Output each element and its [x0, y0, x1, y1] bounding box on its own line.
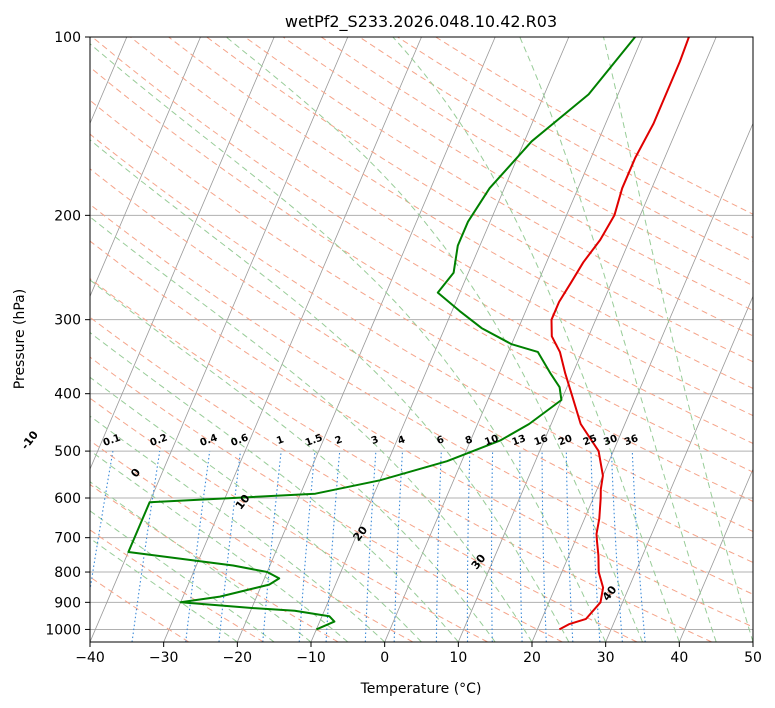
mixing-ratio-line	[631, 451, 646, 642]
moist-adiabat-line	[90, 481, 312, 642]
x-axis-label: Temperature (°C)	[360, 681, 482, 697]
plot-frame	[89, 36, 754, 643]
y-axis-label: Pressure (hPa)	[12, 289, 28, 389]
y-tick-label: 100	[54, 30, 81, 46]
dry-adiabat-line	[90, 483, 339, 642]
x-tick-label: 10	[449, 650, 467, 666]
mixing-ratio-line	[185, 451, 211, 642]
temperature-profile-line	[550, 37, 690, 631]
x-axis: −40 −30 −20 −10 0 10 20 30 40 50	[75, 642, 762, 666]
dry-adiabat-line	[130, 37, 753, 417]
y-tick-label: 700	[54, 531, 81, 547]
moist-adiabat-line	[225, 37, 643, 642]
isotherm-line	[678, 468, 753, 642]
dry-adiabat-line	[90, 240, 753, 628]
dry-adiabat-label: -10	[18, 428, 41, 452]
dry-adiabat-line	[90, 203, 753, 595]
profile-lines	[127, 37, 690, 631]
y-tick-label: 1000	[45, 622, 81, 638]
mixing-ratio-line	[90, 451, 114, 594]
y-tick-label: 400	[54, 387, 81, 403]
isotherm-line	[90, 37, 201, 298]
mixing-ratio-label: 20	[557, 433, 574, 448]
moist-adiabat-line	[90, 139, 570, 642]
mixing-ratio-label: 25	[582, 433, 599, 448]
chart-title: wetPf2_S233.2026.048.10.42.R03	[285, 12, 557, 32]
isotherm-line	[384, 37, 643, 642]
mixing-ratio-label: 16	[533, 433, 550, 448]
moist-adiabat-line	[519, 37, 717, 642]
dry-adiabat-line	[90, 356, 563, 642]
mixing-ratio-line	[262, 451, 282, 642]
isotherm-line	[531, 122, 753, 642]
moist-adiabat-line	[90, 331, 459, 642]
dry-adiabat-line	[90, 168, 753, 563]
mixing-ratio-label: 13	[511, 433, 528, 448]
isotherm-line	[457, 37, 717, 642]
x-tick-label: −10	[296, 650, 326, 666]
moist-adiabat-line	[90, 537, 238, 642]
isotherm-line	[752, 640, 753, 642]
mixing-ratio-label: 2	[334, 434, 344, 447]
mixing-ratio-line	[131, 451, 161, 642]
y-tick-label: 300	[54, 313, 81, 329]
y-tick-label: 500	[54, 444, 81, 460]
x-tick-label: 40	[670, 650, 688, 666]
x-tick-label: 20	[523, 650, 541, 666]
x-tick-label: 30	[597, 650, 615, 666]
x-tick-label: −30	[149, 650, 179, 666]
dry-adiabat-line	[282, 37, 753, 312]
mixing-ratio-label: 8	[464, 434, 474, 447]
x-tick-label: 50	[744, 650, 762, 666]
moist-adiabat-line	[90, 415, 386, 642]
mixing-ratio-label: 3	[370, 434, 380, 447]
y-tick-label: 800	[54, 565, 81, 581]
dry-adiabat-line	[244, 37, 753, 337]
moist-adiabat-line	[90, 510, 275, 642]
isotherm-line	[163, 37, 422, 642]
x-tick-label: −40	[75, 650, 105, 666]
mixing-ratio-line	[218, 451, 242, 642]
mixing-ratio-label: 1	[275, 434, 285, 447]
isotherm-line	[90, 37, 275, 471]
moist-adiabat-line	[90, 216, 533, 642]
dry-adiabat-line	[90, 99, 753, 502]
dry-adiabat-line	[90, 133, 753, 533]
isotherm-line	[605, 295, 753, 642]
moist-adiabat-line	[90, 279, 496, 642]
mixing-ratio-label: 6	[435, 434, 445, 447]
isotherm-line	[236, 37, 496, 642]
x-tick-label: −20	[223, 650, 253, 666]
y-tick-label: 200	[54, 208, 81, 224]
x-tick-label: 0	[380, 650, 389, 666]
moist-adiabat-line	[603, 37, 753, 642]
dry-adiabat-line	[90, 278, 712, 642]
mixing-ratio-label: 10	[483, 433, 500, 448]
y-tick-label: 900	[54, 595, 81, 611]
moist-adiabat-line	[392, 37, 680, 642]
dewpoint-profile-line	[127, 37, 636, 631]
y-tick-label: 600	[54, 491, 81, 507]
y-axis: 100 200 300 400 500 600 700 800 900 1000	[45, 30, 90, 638]
mixing-ratio-label: 30	[602, 433, 619, 448]
mixing-ratio-label: 36	[623, 433, 640, 448]
plot-background	[90, 37, 753, 642]
moist-adiabat-line	[90, 43, 607, 642]
mixing-ratio-label: 4	[396, 434, 406, 447]
dry-adiabat-line	[91, 37, 753, 445]
